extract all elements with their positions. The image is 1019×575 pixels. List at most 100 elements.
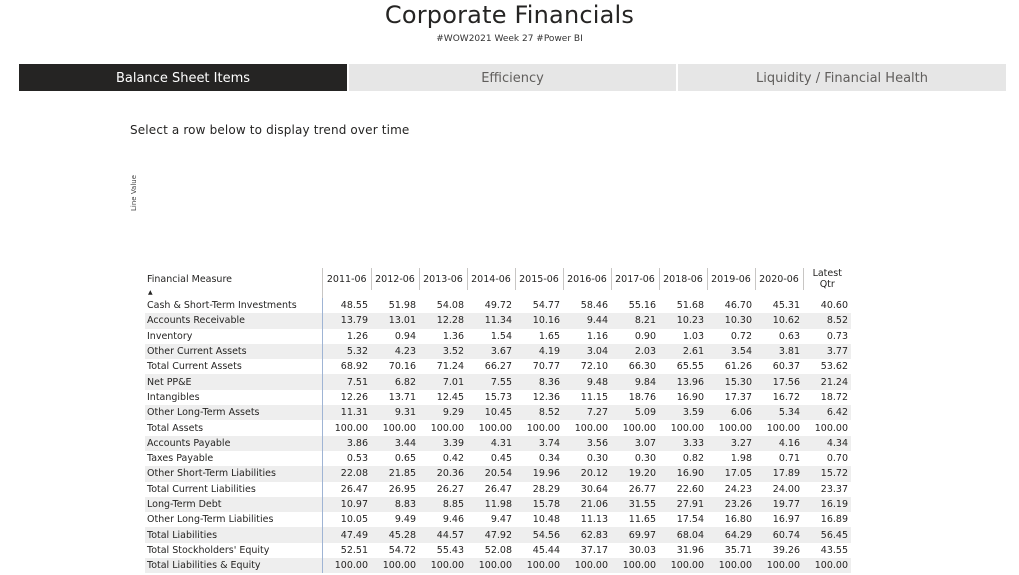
table-cell: 21.24 [803,374,851,390]
table-cell: 10.62 [755,313,803,329]
table-cell: 3.33 [659,435,707,451]
table-cell: 13.96 [659,374,707,390]
table-cell: 64.29 [707,527,755,543]
table-cell: 5.34 [755,405,803,421]
column-header-year[interactable]: 2019-06 [707,268,756,290]
table-cell: 24.00 [755,481,803,497]
column-header-year[interactable]: 2014-06 [467,268,516,290]
table-row[interactable]: Total Current Assets 68.92 70.16 71.24 66.27… [145,359,851,375]
table-cell: 2.03 [611,343,659,360]
table-row[interactable]: Intangibles 12.26 13.71 12.45 15.73 12.36 11.1… [145,389,851,406]
tab-efficiency[interactable]: Efficiency [349,64,676,91]
row-label: Long-Term Debt [145,496,323,513]
table-cell: 11.15 [563,389,611,406]
table-cell: 17.89 [755,466,803,482]
table-cell: 55.16 [611,298,659,314]
table-cell: 100.00 [611,420,659,436]
table-cell: 19.96 [515,466,563,482]
table-cell: 3.74 [515,435,563,451]
column-header-year[interactable]: 2012-06 [371,268,420,290]
column-header-year[interactable]: 2017-06 [611,268,660,290]
table-cell: 13.71 [371,389,419,406]
table-row[interactable]: Accounts Receivable 13.79 13.01 12.28 11.34 1… [145,313,851,329]
table-row[interactable]: Total Assets 100.00 100.00 100.00 100.00 100.… [145,420,851,436]
table-cell: 17.37 [707,389,755,406]
table-cell: 3.59 [659,405,707,421]
table-cell: 1.54 [467,328,515,344]
row-label: Taxes Payable [145,450,323,467]
table-cell: 30.64 [563,481,611,497]
table-cell: 22.60 [659,481,707,497]
table-cell: 46.70 [707,298,755,314]
table-cell: 65.55 [659,359,707,375]
table-cell: 10.16 [515,313,563,329]
table-row[interactable]: Other Long-Term Assets 11.31 9.31 9.29 10.45… [145,405,851,421]
table-cell: 45.31 [755,298,803,314]
table-cell: 20.54 [467,466,515,482]
table-cell: 45.28 [371,527,419,543]
table-cell: 17.05 [707,466,755,482]
table-row[interactable]: Other Short-Term Liabilities 22.08 21.85 20… [145,466,851,482]
table-cell: 9.48 [563,374,611,390]
row-label: Cash & Short-Term Investments [145,298,323,314]
table-cell: 26.27 [419,481,467,497]
table-cell: 13.01 [371,313,419,329]
table-cell: 100.00 [563,420,611,436]
tab-liquidity-financial-health[interactable]: Liquidity / Financial Health [678,64,1006,91]
table-cell: 27.91 [659,496,707,513]
table-cell: 0.45 [467,450,515,467]
table-cell: 4.16 [755,435,803,451]
table-row[interactable]: Inventory 1.26 0.94 1.36 1.54 1.65 1.16 0.90 1.0… [145,328,851,344]
table-row[interactable]: Total Liabilities & Equity 100.00 100.00 10… [145,558,851,574]
table-cell: 11.31 [322,405,371,421]
table-row[interactable]: Taxes Payable 0.53 0.65 0.42 0.45 0.34 0.30 0.3… [145,450,851,467]
column-header-year[interactable]: 2013-06 [419,268,468,290]
row-label: Inventory [145,328,323,344]
table-row[interactable]: Total Liabilities 47.49 45.28 44.57 47.92 54.… [145,527,851,543]
table-row[interactable]: Net PP&E 7.51 6.82 7.01 7.55 8.36 9.48 9.84 13.9… [145,374,851,390]
column-header-year[interactable]: 2020-06 [755,268,804,290]
table-cell: 0.73 [803,328,851,344]
table-cell: 0.71 [755,450,803,467]
tab-bar: Balance Sheet Items Efficiency Liquidity… [19,64,1006,91]
column-header-year[interactable]: 2015-06 [515,268,564,290]
column-header-year[interactable]: 2011-06 [322,268,372,290]
table-cell: 62.83 [563,527,611,543]
table-cell: 15.72 [803,466,851,482]
table-row[interactable]: Long-Term Debt 10.97 8.83 8.85 11.98 15.78 21.… [145,496,851,513]
report-title: Corporate Financials [384,1,635,29]
table-cell: 16.90 [659,389,707,406]
table-row[interactable]: Other Current Assets 5.32 4.23 3.52 3.67 4.19… [145,343,851,360]
column-header-year[interactable]: 2018-06 [659,268,708,290]
column-header-financial-measure[interactable]: Financial Measure ▲ [145,268,323,296]
table-cell: 12.45 [419,389,467,406]
column-header-latest-qtr[interactable]: Latest Qtr [812,268,842,290]
table-cell: 20.12 [563,466,611,482]
table-cell: 9.29 [419,405,467,421]
table-cell: 18.72 [803,389,851,406]
table-cell: 13.79 [322,313,371,329]
table-row[interactable]: Total Stockholders' Equity 52.51 54.72 55.4… [145,542,851,559]
table-cell: 100.00 [515,420,563,436]
table-cell: 3.77 [803,343,851,360]
table-cell: 20.36 [419,466,467,482]
table-cell: 15.78 [515,496,563,513]
table-cell: 10.48 [515,512,563,528]
table-cell: 16.90 [659,466,707,482]
row-label: Other Long-Term Liabilities [145,512,323,528]
table-row[interactable]: Other Long-Term Liabilities 10.05 9.49 9.46… [145,512,851,528]
table-cell: 40.60 [803,298,851,314]
table-cell: 1.03 [659,328,707,344]
row-label: Other Short-Term Liabilities [145,466,323,482]
table-cell: 3.39 [419,435,467,451]
tab-balance-sheet-items[interactable]: Balance Sheet Items [19,64,347,91]
table-cell: 31.96 [659,542,707,559]
table-row[interactable]: Total Current Liabilities 26.47 26.95 26.27… [145,481,851,497]
table-row[interactable]: Accounts Payable 3.86 3.44 3.39 4.31 3.74 3.56… [145,435,851,451]
table-cell: 0.53 [322,450,371,467]
table-cell: 1.26 [322,328,371,344]
column-header-year[interactable]: 2016-06 [563,268,612,290]
table-row[interactable]: Cash & Short-Term Investments 48.55 51.98 5… [145,298,851,314]
table-cell: 68.04 [659,527,707,543]
table-cell: 7.55 [467,374,515,390]
